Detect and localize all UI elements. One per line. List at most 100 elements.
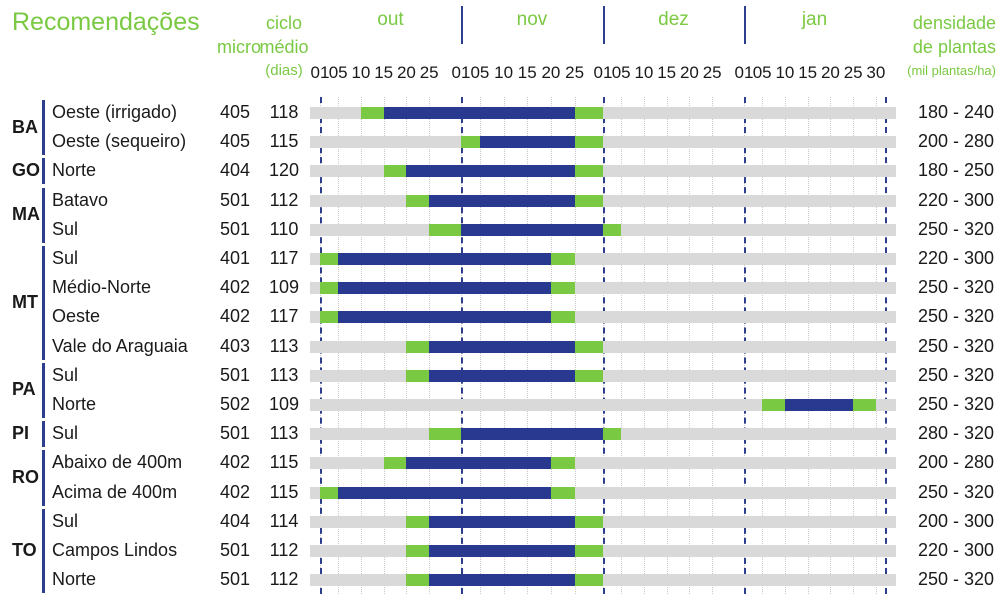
month-label-out: out bbox=[377, 9, 404, 30]
state-bracket bbox=[42, 508, 45, 594]
window-edge-start bbox=[406, 574, 430, 587]
sowing-window-bar bbox=[383, 107, 575, 119]
state-bracket bbox=[42, 450, 45, 506]
ciclo-value: 113 bbox=[269, 364, 299, 385]
micro-value: 501 bbox=[219, 569, 251, 590]
ciclo-value: 115 bbox=[269, 481, 299, 502]
window-edge-end bbox=[550, 282, 575, 295]
sowing-window-bar bbox=[338, 311, 551, 324]
window-edge-end bbox=[574, 340, 603, 353]
ciclo-value: 109 bbox=[268, 394, 300, 414]
region-label: Sul bbox=[52, 423, 79, 444]
date-tick-label: 20 bbox=[396, 63, 416, 82]
window-edge-start bbox=[461, 136, 480, 149]
window-edge-end bbox=[550, 457, 575, 470]
ciclo-header-line1: ciclo bbox=[265, 13, 302, 33]
density-value: 220 - 300 bbox=[917, 540, 994, 560]
region-label: Sul bbox=[52, 248, 79, 268]
region-label: Sul bbox=[52, 364, 79, 385]
date-tick-label: 01 bbox=[310, 63, 330, 82]
micro-value: 501 bbox=[219, 189, 251, 210]
timeline-track bbox=[310, 194, 896, 207]
state-bracket bbox=[42, 158, 45, 185]
window-edge-start bbox=[406, 340, 430, 353]
window-edge-start bbox=[383, 457, 407, 470]
sowing-window-bar bbox=[461, 428, 603, 441]
micro-value: 501 bbox=[219, 540, 251, 560]
timeline-track bbox=[310, 574, 896, 587]
region-label: Norte bbox=[52, 569, 97, 590]
sowing-window-bar bbox=[429, 515, 575, 528]
density-header-unit: (mil plantas/ha) bbox=[907, 63, 996, 78]
sowing-window-bar bbox=[338, 282, 551, 295]
state-bracket bbox=[42, 187, 45, 243]
window-edge-start bbox=[320, 253, 339, 265]
month-label-jan: jan bbox=[801, 9, 828, 30]
region-label: Oeste bbox=[52, 306, 101, 327]
window-edge-end bbox=[550, 311, 575, 324]
sowing-window-bar bbox=[429, 545, 575, 557]
window-edge-start bbox=[320, 486, 339, 499]
month-label-nov: nov bbox=[516, 9, 548, 30]
date-tick-label: 10 bbox=[494, 63, 514, 82]
sowing-window-bar bbox=[479, 136, 575, 149]
density-value: 250 - 320 bbox=[917, 481, 994, 502]
micro-value: 402 bbox=[219, 306, 251, 327]
micro-value: 401 bbox=[219, 248, 251, 268]
region-label: Médio-Norte bbox=[52, 277, 152, 298]
sowing-window-bar bbox=[338, 486, 551, 499]
window-edge-start bbox=[429, 428, 461, 441]
micro-value: 404 bbox=[219, 160, 251, 181]
region-label: Oeste (irrigado) bbox=[52, 102, 178, 122]
region-label: Norte bbox=[52, 160, 97, 181]
micro-value: 403 bbox=[219, 335, 251, 356]
density-value: 220 - 300 bbox=[917, 248, 994, 268]
density-value: 220 - 300 bbox=[917, 189, 994, 210]
window-edge-start bbox=[383, 165, 407, 178]
window-edge-end bbox=[574, 574, 603, 587]
date-tick-label: 20 bbox=[541, 63, 561, 82]
date-tick-label: 15 bbox=[657, 63, 677, 82]
state-label-ma: MA bbox=[12, 204, 40, 225]
window-edge-end bbox=[853, 399, 876, 411]
window-edge-end bbox=[574, 136, 603, 149]
state-bracket bbox=[42, 421, 45, 448]
window-edge-start bbox=[406, 194, 430, 207]
ciclo-value: 120 bbox=[268, 160, 300, 181]
date-tick-label: 05 bbox=[328, 63, 348, 82]
micro-value: 404 bbox=[219, 510, 251, 531]
date-tick-label: 30 bbox=[866, 63, 886, 82]
density-value: 200 - 300 bbox=[917, 510, 994, 531]
date-tick-label: 01 bbox=[451, 63, 471, 82]
region-label: Abaixo de 400m bbox=[52, 452, 183, 473]
micro-value: 402 bbox=[219, 452, 251, 473]
state-bracket bbox=[42, 246, 45, 360]
density-value: 280 - 320 bbox=[917, 423, 994, 444]
window-edge-end bbox=[603, 428, 622, 441]
timeline-track bbox=[310, 369, 896, 382]
density-value: 250 - 320 bbox=[917, 364, 994, 385]
state-bracket bbox=[42, 100, 45, 156]
month-separator bbox=[744, 6, 746, 44]
micro-value: 405 bbox=[219, 102, 251, 122]
window-edge-end bbox=[603, 223, 622, 236]
region-label: Sul bbox=[52, 510, 79, 531]
density-value: 250 - 320 bbox=[917, 569, 994, 590]
region-label: Campos Lindos bbox=[52, 540, 178, 560]
region-label: Sul bbox=[52, 218, 79, 239]
state-label-to: TO bbox=[12, 540, 37, 560]
window-edge-start bbox=[320, 282, 339, 295]
ciclo-value: 110 bbox=[269, 218, 299, 239]
timeline-track bbox=[310, 515, 896, 528]
date-tick-label: 25 bbox=[843, 63, 863, 82]
ciclo-value: 112 bbox=[269, 540, 299, 560]
region-label: Vale do Araguaia bbox=[52, 335, 188, 356]
date-tick-label: 15 bbox=[517, 63, 537, 82]
window-edge-start bbox=[360, 107, 384, 119]
sowing-window-bar bbox=[406, 165, 575, 178]
window-edge-start bbox=[406, 369, 430, 382]
state-label-mt: MT bbox=[12, 291, 38, 312]
date-tick-label: 05 bbox=[752, 63, 772, 82]
window-edge-end bbox=[574, 194, 603, 207]
ciclo-value: 112 bbox=[269, 189, 299, 210]
